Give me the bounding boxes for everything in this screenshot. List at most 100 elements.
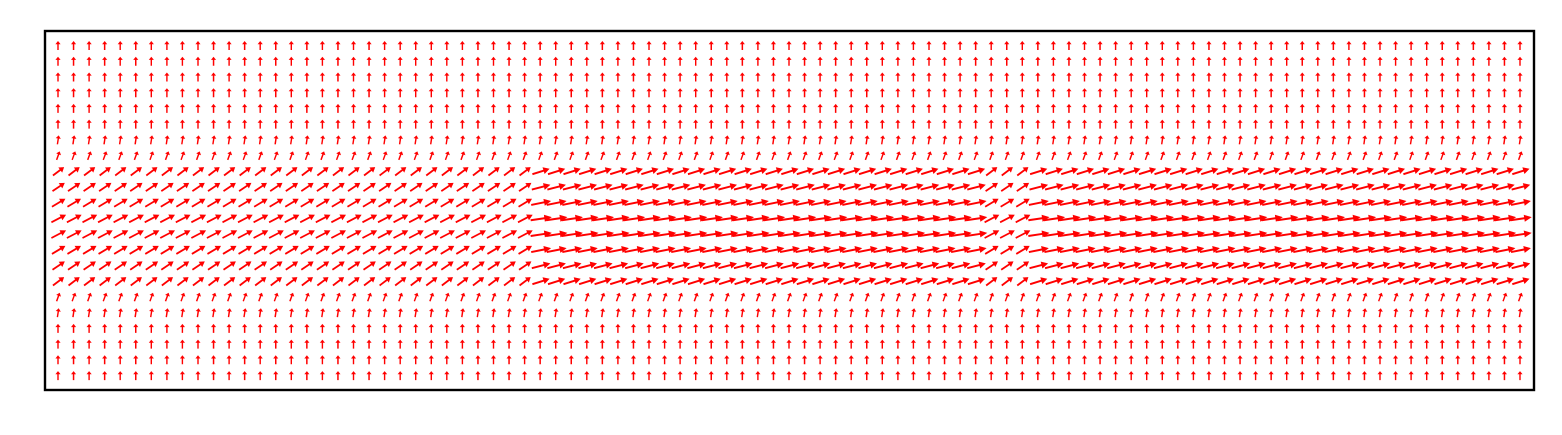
quiver-arrow (973, 103, 979, 113)
quiver-arrow (472, 277, 485, 287)
quiver-arrow (1455, 88, 1461, 98)
quiver-arrow (1051, 292, 1057, 302)
quiver-arrow (363, 182, 376, 192)
quiver-arrow (1050, 88, 1056, 98)
quiver-arrow (910, 88, 916, 98)
quiver-arrow (226, 355, 232, 365)
quiver-arrow (133, 308, 139, 318)
quiver-arrow (316, 167, 329, 177)
quiver-arrow (1190, 41, 1196, 50)
quiver-arrow (733, 261, 753, 270)
quiver-arrow (377, 230, 393, 239)
quiver-arrow (1517, 355, 1523, 365)
quiver-arrow (911, 151, 917, 161)
quiver-arrow (827, 277, 846, 286)
quiver-arrow (942, 308, 948, 318)
quiver-arrow (802, 88, 808, 98)
quiver-arrow (646, 308, 652, 318)
quiver-arrow (880, 135, 886, 145)
quiver-arrow (1377, 339, 1383, 349)
quiver-arrow (568, 323, 574, 333)
quiver-arrow (1206, 355, 1212, 365)
quiver-arrow (273, 88, 279, 98)
quiver-arrow (242, 292, 248, 302)
quiver-arrow (973, 56, 979, 66)
quiver-arrow (973, 292, 979, 302)
quiver-arrow (1501, 41, 1507, 50)
quiver-arrow (864, 371, 870, 381)
quiver-arrow (547, 261, 566, 270)
quiver-arrow (428, 41, 434, 50)
quiver-arrow (315, 230, 331, 239)
quiver-arrow (300, 261, 314, 271)
quiver-arrow (1393, 103, 1399, 113)
quiver-arrow (304, 371, 310, 381)
quiver-arrow (531, 198, 552, 206)
quiver-arrow (1448, 198, 1469, 206)
quiver-arrow (175, 214, 191, 224)
quiver-arrow (1015, 198, 1030, 208)
quiver-arrow (366, 135, 372, 145)
quiver-arrow (254, 277, 267, 287)
quiver-arrow (926, 151, 932, 161)
quiver-arrow (985, 167, 998, 177)
quiver-arrow (827, 261, 846, 270)
quiver-arrow (102, 56, 108, 66)
quiver-arrow (864, 56, 870, 66)
quiver-arrow (506, 119, 512, 129)
quiver-arrow (486, 198, 501, 208)
quiver-arrow (459, 355, 465, 365)
quiver-arrow (833, 292, 839, 302)
quiver-arrow (1128, 103, 1134, 113)
quiver-arrow (771, 151, 777, 161)
quiver-arrow (624, 246, 645, 253)
quiver-arrow (1222, 308, 1228, 318)
quiver-arrow (1424, 308, 1430, 318)
quiver-arrow (253, 230, 269, 239)
quiver-arrow (1138, 167, 1157, 176)
quiver-arrow (133, 72, 139, 82)
quiver-arrow (677, 371, 683, 381)
quiver-arrow (911, 292, 917, 302)
quiver-arrow (1464, 183, 1484, 191)
quiver-arrow (413, 72, 419, 82)
quiver-arrow (1268, 88, 1274, 98)
quiver-arrow (1097, 41, 1103, 50)
quiver-arrow (71, 371, 77, 381)
quiver-arrow (1230, 246, 1251, 253)
quiver-arrow (413, 119, 419, 129)
quiver-arrow (748, 198, 769, 206)
quiver-arrow (1082, 56, 1088, 66)
quiver-arrow (223, 277, 236, 287)
quiver-arrow (257, 72, 263, 82)
quiver-arrow (1346, 355, 1352, 365)
quiver-arrow (662, 151, 668, 161)
quiver-arrow (522, 56, 528, 66)
quiver-arrow (646, 355, 652, 365)
quiver-arrow (609, 167, 628, 176)
quiver-arrow (1113, 88, 1119, 98)
quiver-arrow (222, 245, 237, 255)
quiver-arrow (304, 119, 310, 129)
quiver-arrow (615, 292, 621, 302)
quiver-arrow (319, 56, 325, 66)
quiver-arrow (1144, 323, 1150, 333)
quiver-arrow (786, 56, 792, 66)
quiver-arrow (1144, 135, 1150, 145)
quiver-arrow (145, 261, 159, 271)
quiver-arrow (1486, 323, 1492, 333)
quiver-arrow (519, 167, 531, 177)
quiver-arrow (55, 339, 61, 349)
quiver-arrow (1362, 151, 1368, 161)
quiver-arrow (413, 56, 419, 66)
quiver-arrow (662, 72, 668, 82)
quiver-arrow (1253, 339, 1259, 349)
quiver-arrow (1159, 371, 1165, 381)
quiver-arrow (942, 72, 948, 82)
quiver-arrow (71, 151, 77, 161)
quiver-arrow (1403, 167, 1421, 176)
quiver-arrow (1370, 198, 1391, 206)
quiver-arrow (796, 183, 815, 191)
quiver-arrow (257, 323, 263, 333)
quiver-arrow (755, 103, 761, 113)
